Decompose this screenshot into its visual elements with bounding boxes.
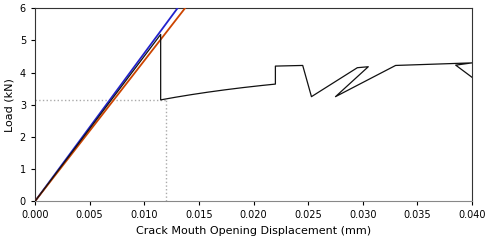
Y-axis label: Load (kN): Load (kN) bbox=[4, 78, 14, 132]
X-axis label: Crack Mouth Opening Displacement (mm): Crack Mouth Opening Displacement (mm) bbox=[136, 226, 371, 236]
